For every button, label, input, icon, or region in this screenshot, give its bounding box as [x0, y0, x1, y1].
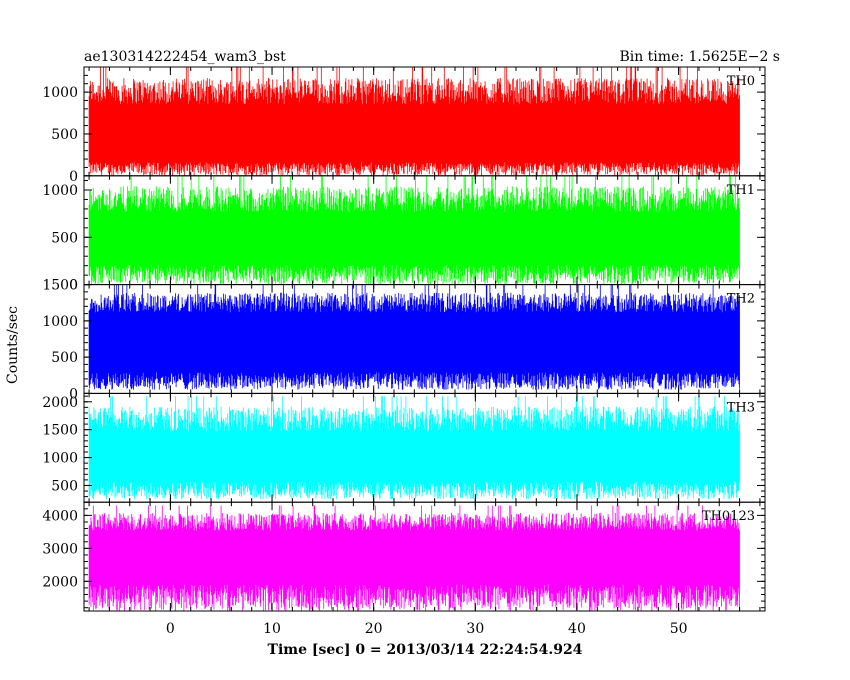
x-axis-label: Time [sec] 0 = 2013/03/14 22:24:54.924 — [268, 642, 583, 658]
y-axis-label: Counts/sec — [5, 306, 21, 384]
y-tick-label: 1000 — [42, 85, 78, 101]
y-tick-label: 500 — [51, 350, 78, 366]
series-th0 — [88, 67, 740, 176]
panel-label: TH0123 — [702, 509, 755, 524]
panels-group: TH005001000TH105001000TH2050010001500TH3… — [42, 66, 766, 637]
series-th0123 — [88, 505, 740, 611]
panel-th3 — [88, 396, 740, 500]
bin-time-label: Bin time: 1.5625E−2 s — [619, 49, 780, 65]
panel-th1 — [88, 175, 740, 285]
y-tick-label: 1000 — [42, 314, 78, 330]
x-tick-label: 40 — [568, 621, 586, 637]
panel-label: TH3 — [727, 400, 755, 415]
y-tick-label: 500 — [51, 230, 78, 246]
chart-title: ae130314222454_wam3_bst — [84, 49, 286, 65]
series-th3 — [88, 396, 740, 500]
panel-label: TH2 — [727, 292, 755, 307]
x-tick-label: 30 — [466, 621, 484, 637]
y-tick-label: 0 — [69, 278, 78, 294]
y-tick-label: 1000 — [42, 183, 78, 199]
y-tick-label: 2000 — [42, 574, 78, 590]
series-th1 — [88, 175, 740, 285]
x-tick-label: 50 — [670, 621, 688, 637]
x-tick-label: 20 — [365, 621, 383, 637]
panel-th2 — [88, 284, 740, 390]
panel-label: TH1 — [727, 183, 755, 198]
y-tick-label: 1500 — [42, 278, 78, 294]
y-tick-label: 4000 — [42, 508, 78, 524]
y-tick-label: 0 — [69, 169, 78, 185]
series-th2 — [88, 284, 740, 390]
y-tick-label: 3000 — [42, 541, 78, 557]
panel-th0 — [88, 67, 740, 176]
panel-label: TH0 — [727, 74, 755, 89]
y-tick-label: 1000 — [42, 451, 78, 467]
x-tick-label: 10 — [263, 621, 281, 637]
y-tick-label: 2000 — [42, 395, 78, 411]
panel-frame — [83, 501, 766, 612]
y-tick-label: 1500 — [42, 423, 78, 439]
y-tick-label: 500 — [51, 127, 78, 143]
panel-th0123 — [88, 505, 740, 611]
y-tick-label: 0 — [69, 386, 78, 402]
y-tick-label: 500 — [51, 478, 78, 494]
x-tick-label: 0 — [166, 621, 175, 637]
